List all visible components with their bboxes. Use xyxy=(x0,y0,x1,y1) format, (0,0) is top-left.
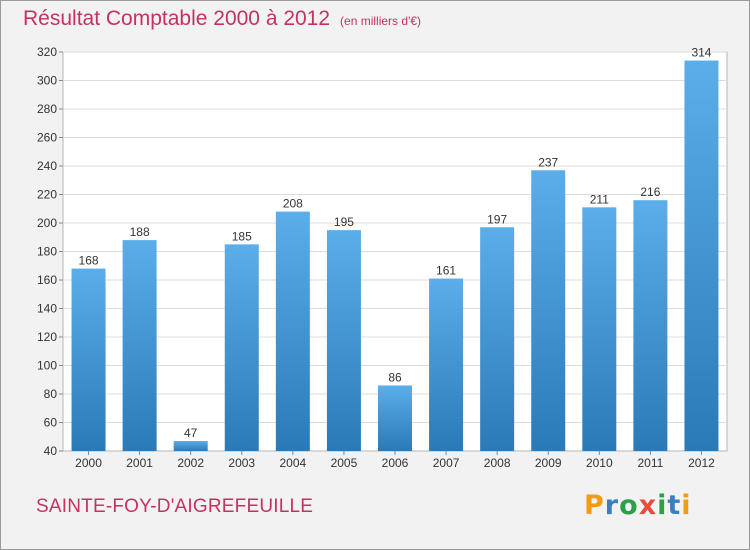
data-label-2005: 195 xyxy=(334,215,354,229)
bar-2011 xyxy=(633,200,668,451)
bar-2001 xyxy=(122,240,157,451)
chart-title-text: Résultat Comptable 2000 à 2012 xyxy=(23,7,331,30)
y-tick-label: 200 xyxy=(37,216,57,230)
bar-2006 xyxy=(378,385,412,451)
bar-2005 xyxy=(326,230,361,451)
data-label-2012: 314 xyxy=(691,46,711,60)
x-tick-label-2005: 2005 xyxy=(331,456,358,470)
y-tick-label: 160 xyxy=(37,273,57,287)
logo-letter: t xyxy=(667,490,682,521)
bar-2004 xyxy=(275,211,310,451)
logo-letter: i xyxy=(681,490,692,521)
y-tick-label: 320 xyxy=(37,45,57,59)
bar-2003 xyxy=(224,244,259,451)
gridlines xyxy=(63,51,727,423)
data-label-2001: 188 xyxy=(130,225,150,239)
x-tick-label-2002: 2002 xyxy=(177,456,204,470)
x-tick-label-2000: 2000 xyxy=(75,456,102,470)
data-label-2002: 47 xyxy=(184,426,198,440)
x-tick-label-2008: 2008 xyxy=(484,456,511,470)
bar-2012 xyxy=(684,60,719,452)
x-tick-label-2003: 2003 xyxy=(228,456,255,470)
data-label-2006: 86 xyxy=(388,370,402,384)
y-axis-ticks: 40 60 80 100 120 140 160 180 200 220 240 260 280 300 3… xyxy=(37,45,63,458)
y-tick-label: 140 xyxy=(37,302,57,316)
x-tick-label-2011: 2011 xyxy=(637,456,663,470)
x-tick-label-2006: 2006 xyxy=(382,456,409,470)
x-tick-label-2010: 2010 xyxy=(586,456,613,470)
bar-2000 xyxy=(71,268,106,451)
logo-letter: r xyxy=(604,490,620,521)
data-label-2010: 211 xyxy=(590,192,609,206)
bar-2002 xyxy=(173,441,208,451)
y-tick-label: 60 xyxy=(44,416,58,430)
y-tick-label: 120 xyxy=(37,330,57,344)
commune-name: SAINTE-FOY-D'AIGREFEUILLE xyxy=(36,496,314,517)
y-tick-label: 260 xyxy=(37,131,57,145)
chart-subtitle: (en milliers d'€) xyxy=(340,14,422,28)
x-tick-label-2009: 2009 xyxy=(535,456,562,470)
bars xyxy=(71,60,719,452)
y-tick-label: 220 xyxy=(37,188,57,202)
data-label-2007: 161 xyxy=(436,264,456,278)
y-tick-label: 80 xyxy=(44,387,58,401)
logo-letter: o xyxy=(619,490,639,521)
data-label-2009: 237 xyxy=(538,155,558,169)
bar-2007 xyxy=(429,278,464,451)
y-tick-label: 180 xyxy=(37,245,57,259)
y-tick-label: 240 xyxy=(37,159,57,173)
data-labels: 168 188 47 185 208 195 86 161 197 237 211 216 314 xyxy=(79,46,712,440)
y-tick-label: 300 xyxy=(37,74,57,88)
chart-title: Résultat Comptable 2000 à 2012 (en millie… xyxy=(23,7,421,31)
bar-2009 xyxy=(531,170,566,451)
data-label-2008: 197 xyxy=(487,212,507,226)
y-tick-label: 100 xyxy=(37,359,57,373)
logo-letter: i xyxy=(657,490,668,521)
y-tick-label: 40 xyxy=(44,444,58,458)
data-label-2004: 208 xyxy=(283,197,303,211)
x-tick-label-2012: 2012 xyxy=(688,456,715,470)
data-label-2000: 168 xyxy=(79,254,99,268)
x-axis-ticks: 2000 2001 2002 2003 2004 2005 2006 2007 2008 2009… xyxy=(75,451,715,470)
bar-2008 xyxy=(480,227,515,451)
data-label-2003: 185 xyxy=(232,229,252,243)
proxiti-logo: Proxiti xyxy=(584,490,692,521)
x-tick-label-2004: 2004 xyxy=(279,456,306,470)
logo-letter: x xyxy=(638,490,658,521)
data-label-2011: 216 xyxy=(640,185,660,199)
logo-letter: P xyxy=(584,490,605,521)
x-tick-label-2001: 2001 xyxy=(126,456,153,470)
y-tick-label: 280 xyxy=(37,102,57,116)
bar-2010 xyxy=(582,207,617,451)
x-tick-label-2007: 2007 xyxy=(433,456,460,470)
